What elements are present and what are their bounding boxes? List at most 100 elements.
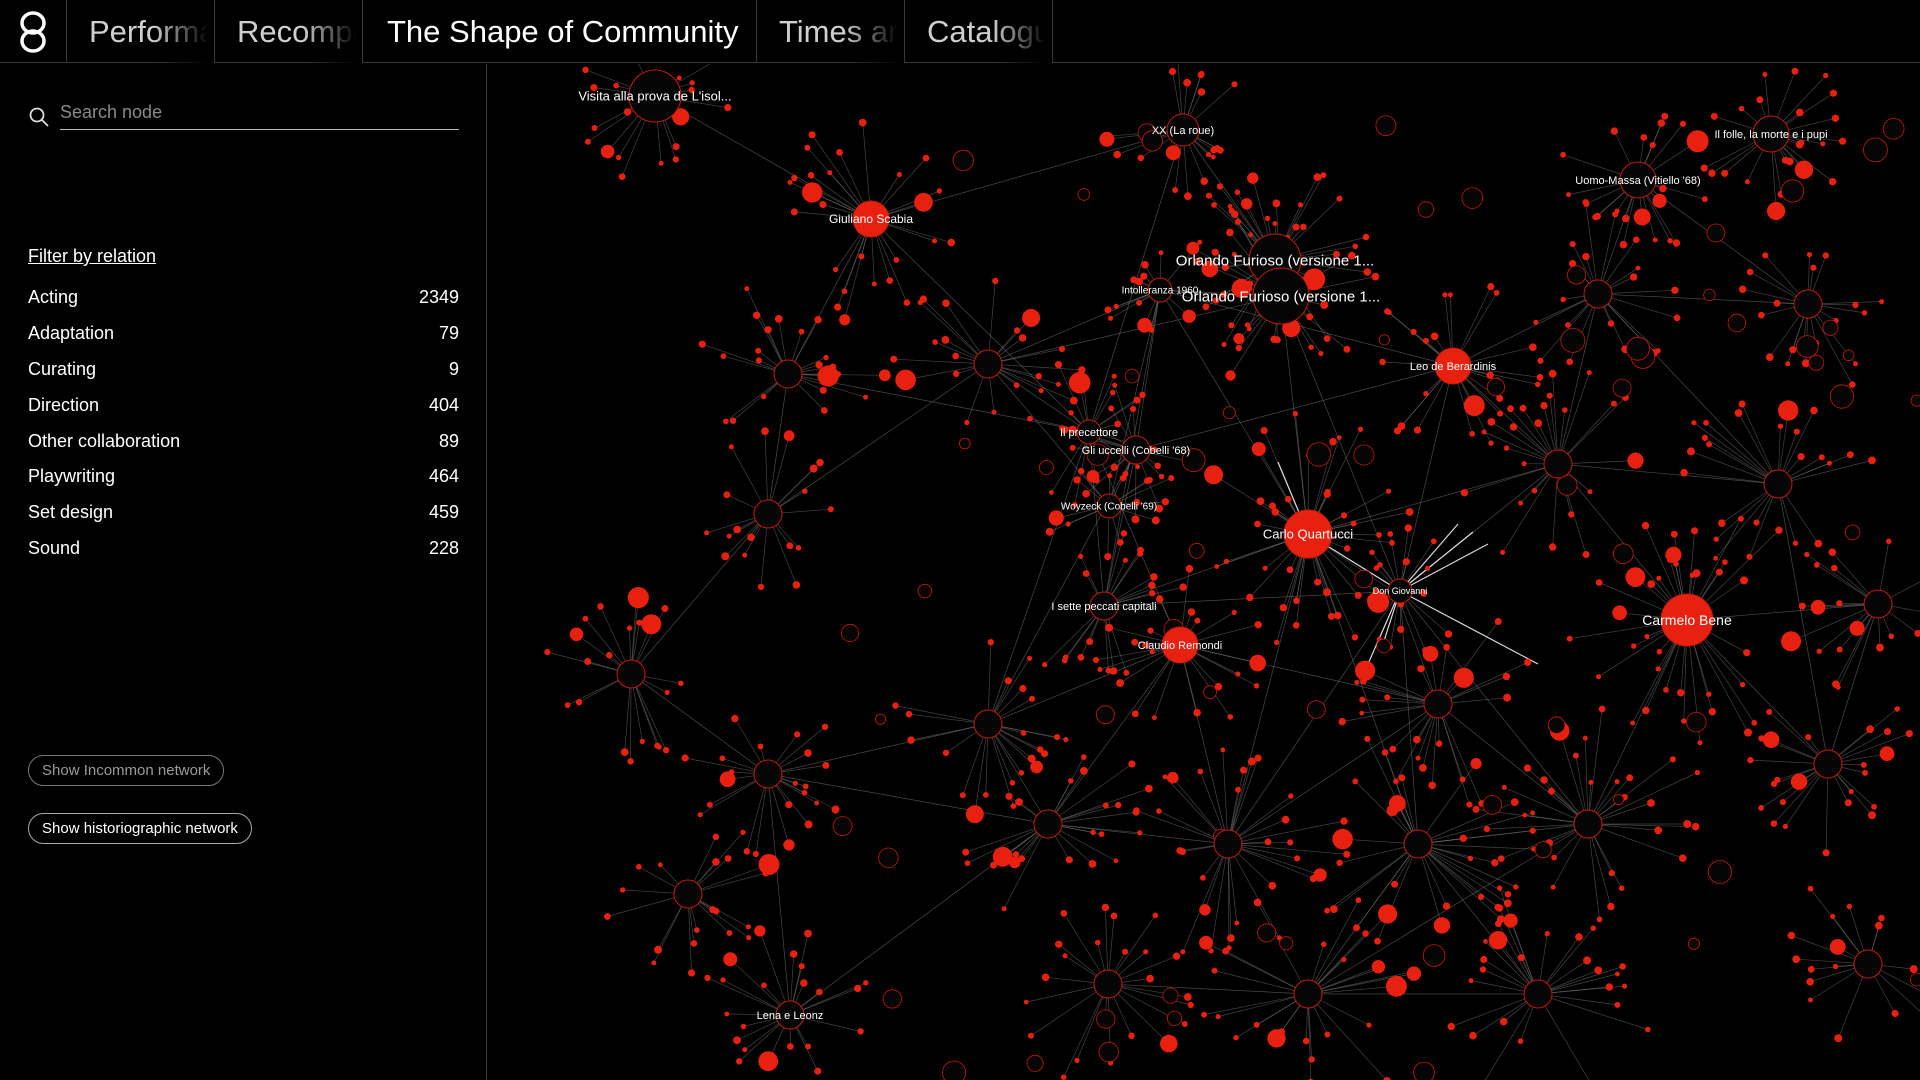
graph-leaf-node[interactable] bbox=[1061, 426, 1069, 434]
graph-leaf-node[interactable] bbox=[1849, 381, 1856, 388]
graph-leaf-node[interactable] bbox=[672, 108, 690, 126]
graph-leaf-node[interactable] bbox=[1101, 903, 1110, 912]
graph-leaf-node[interactable] bbox=[1273, 639, 1280, 646]
graph-leaf-node[interactable] bbox=[1128, 760, 1136, 768]
graph-leaf-node[interactable] bbox=[1185, 564, 1194, 573]
graph-leaf-node[interactable] bbox=[697, 812, 703, 818]
graph-leaf-node[interactable] bbox=[1479, 966, 1487, 973]
graph-hub-node[interactable] bbox=[628, 69, 682, 123]
graph-leaf-node[interactable] bbox=[1376, 532, 1382, 538]
graph-hub-node[interactable] bbox=[1763, 469, 1793, 499]
graph-leaf-node[interactable] bbox=[1488, 931, 1508, 950]
graph-leaf-node[interactable] bbox=[1537, 357, 1544, 364]
graph-leaf-node[interactable] bbox=[1891, 1009, 1899, 1018]
graph-leaf-node[interactable] bbox=[1879, 299, 1885, 305]
graph-leaf-node[interactable] bbox=[635, 863, 642, 870]
graph-leaf-node[interactable] bbox=[1810, 264, 1817, 271]
graph-node-label[interactable]: Lena e Leonz bbox=[757, 1010, 824, 1022]
graph-leaf-node[interactable] bbox=[878, 369, 891, 382]
graph-secondary-node[interactable] bbox=[1188, 542, 1205, 559]
graph-leaf-node[interactable] bbox=[1231, 210, 1239, 218]
graph-leaf-node[interactable] bbox=[1146, 476, 1153, 484]
graph-leaf-node[interactable] bbox=[1642, 706, 1650, 715]
graph-leaf-node[interactable] bbox=[1247, 172, 1259, 184]
graph-node-label[interactable]: XX (La roue) bbox=[1152, 125, 1214, 137]
graph-leaf-node[interactable] bbox=[597, 603, 604, 610]
graph-secondary-node[interactable] bbox=[1707, 860, 1732, 885]
graph-hub-node[interactable] bbox=[753, 499, 783, 529]
graph-leaf-node[interactable] bbox=[1649, 142, 1656, 149]
graph-leaf-node[interactable] bbox=[1048, 510, 1064, 526]
graph-leaf-node[interactable] bbox=[819, 386, 827, 394]
graph-leaf-node[interactable] bbox=[1049, 490, 1054, 495]
graph-leaf-node[interactable] bbox=[1355, 897, 1362, 904]
graph-leaf-node[interactable] bbox=[1844, 799, 1852, 807]
graph-leaf-node[interactable] bbox=[1137, 830, 1143, 836]
graph-leaf-node[interactable] bbox=[1647, 580, 1656, 588]
graph-leaf-node[interactable] bbox=[1797, 453, 1805, 461]
graph-leaf-node[interactable] bbox=[1852, 301, 1859, 309]
graph-leaf-node[interactable] bbox=[712, 858, 720, 866]
graph-leaf-node[interactable] bbox=[1861, 310, 1868, 316]
graph-node-label[interactable]: Orlando Furioso (versione 1... bbox=[1182, 288, 1380, 305]
graph-leaf-node[interactable] bbox=[1822, 849, 1830, 857]
graph-leaf-node[interactable] bbox=[857, 1028, 864, 1035]
graph-node-label[interactable]: Intolleranza 1960 bbox=[1122, 286, 1199, 297]
graph-leaf-node[interactable] bbox=[1393, 778, 1399, 785]
graph-leaf-node[interactable] bbox=[1612, 605, 1627, 621]
graph-leaf-node[interactable] bbox=[564, 702, 571, 708]
graph-secondary-node[interactable] bbox=[1181, 448, 1206, 473]
graph-leaf-node[interactable] bbox=[1703, 419, 1709, 426]
graph-leaf-node[interactable] bbox=[1332, 828, 1353, 850]
graph-leaf-node[interactable] bbox=[1655, 666, 1661, 672]
graph-secondary-node[interactable] bbox=[832, 816, 853, 836]
graph-leaf-node[interactable] bbox=[1618, 885, 1625, 891]
graph-leaf-node[interactable] bbox=[1302, 1037, 1310, 1045]
graph-leaf-node[interactable] bbox=[1279, 603, 1287, 612]
tab-performances[interactable]: Performances bbox=[67, 0, 215, 63]
graph-leaf-node[interactable] bbox=[1546, 392, 1553, 399]
graph-secondary-node[interactable] bbox=[1534, 841, 1552, 859]
graph-leaf-node[interactable] bbox=[1715, 568, 1723, 576]
graph-leaf-node[interactable] bbox=[1433, 917, 1451, 934]
graph-leaf-node[interactable] bbox=[1098, 831, 1105, 837]
graph-leaf-node[interactable] bbox=[783, 839, 795, 851]
graph-leaf-node[interactable] bbox=[1065, 521, 1071, 527]
graph-hub-node[interactable] bbox=[1583, 279, 1613, 309]
graph-secondary-node[interactable] bbox=[1378, 334, 1390, 346]
graph-leaf-node[interactable] bbox=[704, 530, 710, 536]
graph-leaf-node[interactable] bbox=[1522, 812, 1528, 818]
graph-leaf-node[interactable] bbox=[1633, 236, 1640, 243]
graph-leaf-node[interactable] bbox=[1743, 649, 1751, 657]
graph-leaf-node[interactable] bbox=[827, 170, 833, 176]
graph-leaf-node[interactable] bbox=[731, 714, 739, 723]
graph-secondary-node[interactable] bbox=[1096, 1009, 1116, 1029]
graph-secondary-node[interactable] bbox=[1124, 368, 1140, 384]
graph-leaf-node[interactable] bbox=[1697, 740, 1703, 746]
graph-secondary-node[interactable] bbox=[1796, 335, 1819, 358]
graph-leaf-node[interactable] bbox=[1566, 192, 1571, 198]
graph-leaf-node[interactable] bbox=[1701, 434, 1708, 441]
graph-leaf-node[interactable] bbox=[1300, 223, 1307, 231]
graph-leaf-node[interactable] bbox=[688, 969, 696, 977]
graph-leaf-node[interactable] bbox=[1502, 672, 1511, 681]
graph-leaf-node[interactable] bbox=[681, 754, 689, 762]
graph-leaf-node[interactable] bbox=[613, 82, 620, 89]
graph-leaf-node[interactable] bbox=[1381, 749, 1389, 756]
tab-shape-of-community[interactable]: The Shape of Community bbox=[363, 0, 757, 63]
graph-leaf-node[interactable] bbox=[814, 1067, 822, 1075]
graph-leaf-node[interactable] bbox=[1172, 187, 1179, 193]
graph-leaf-node[interactable] bbox=[1110, 463, 1118, 471]
graph-leaf-node[interactable] bbox=[1186, 241, 1200, 255]
graph-leaf-node[interactable] bbox=[1659, 184, 1667, 193]
graph-leaf-node[interactable] bbox=[1647, 799, 1655, 807]
graph-leaf-node[interactable] bbox=[1193, 708, 1201, 717]
graph-leaf-node[interactable] bbox=[819, 200, 827, 209]
graph-leaf-node[interactable] bbox=[1860, 761, 1867, 768]
graph-leaf-node[interactable] bbox=[1568, 260, 1577, 268]
graph-leaf-node[interactable] bbox=[618, 173, 626, 181]
graph-leaf-node[interactable] bbox=[1744, 728, 1752, 737]
graph-leaf-node[interactable] bbox=[1722, 559, 1728, 565]
graph-leaf-node[interactable] bbox=[1028, 1032, 1034, 1039]
graph-secondary-node[interactable] bbox=[1613, 794, 1625, 806]
